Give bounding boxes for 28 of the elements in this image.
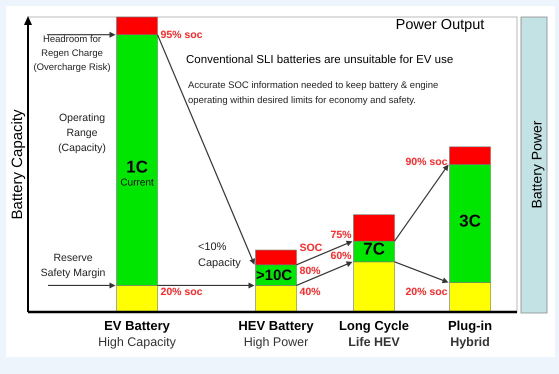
annotation: 75% — [330, 228, 352, 241]
x-tick-label: Long Cycle Life HEV — [338, 318, 410, 349]
annotation: 20% soc — [405, 286, 448, 298]
annotation: <10% Capacity — [198, 241, 242, 269]
chart-title: Power Output — [396, 17, 484, 33]
x-tick-label: HEV Battery High Power — [238, 318, 314, 349]
x-tick-label: EV Battery High Capacity — [98, 318, 177, 349]
annotation: 20% soc — [160, 286, 203, 298]
x-tick-label: Plug-in Hybrid — [448, 318, 492, 349]
annotation: 90% soc — [405, 156, 448, 168]
annotation: 95% soc — [160, 28, 203, 41]
annotation: 1C — [126, 157, 148, 176]
side-panel: Battery Power — [520, 16, 548, 314]
text: Conventional SLI batteries are unsuitable for EV use — [186, 54, 454, 66]
annotation: 80% — [300, 264, 322, 277]
y-axis-title: Battery Capacity — [8, 108, 26, 220]
annotation: Headroom for Regen Charge (Overcharge Risk) — [33, 34, 111, 73]
annotation: 40% — [300, 286, 322, 298]
annotation: 7C — [363, 239, 385, 258]
annotation: Current — [120, 178, 154, 189]
annotation: >10C — [256, 266, 292, 284]
annotation: 3C — [459, 211, 481, 230]
y2-axis-title: Battery Power — [528, 120, 545, 208]
annotation: 60% — [330, 250, 352, 262]
annotation: Reserve Safety Margin — [40, 252, 106, 279]
annotation: Operating Range (Capacity) — [58, 112, 106, 154]
annotation: Accurate SOC information needed to keep battery & engine operating within desired limits for economy and safety. — [188, 80, 438, 106]
annotation: SOC — [300, 242, 323, 254]
